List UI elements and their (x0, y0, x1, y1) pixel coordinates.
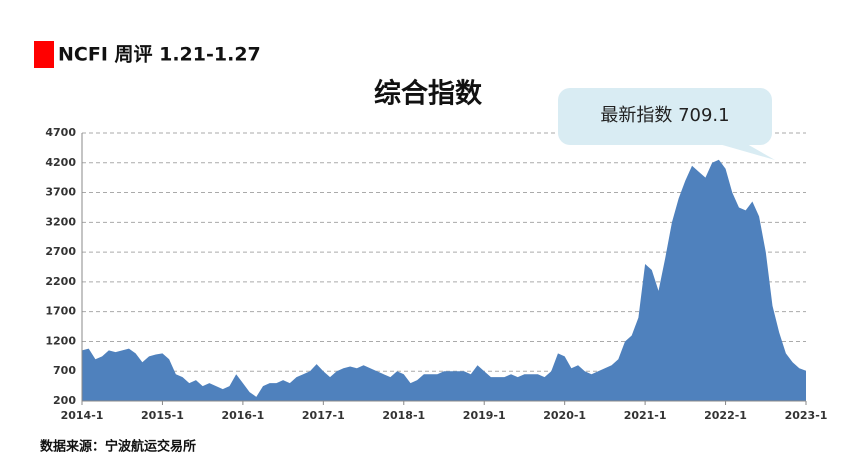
y-tick-label: 2200 (45, 275, 76, 288)
header-title: NCFI 周评 1.21-1.27 (58, 44, 261, 66)
y-tick-label: 3700 (45, 186, 76, 199)
callout-text: 最新指数 709.1 (600, 105, 729, 126)
x-tick-label: 2016-1 (221, 409, 264, 422)
callout-box (558, 88, 772, 145)
y-tick-label: 4700 (45, 126, 76, 139)
chart-title: 综合指数 (374, 78, 483, 110)
y-tick-label: 4200 (45, 156, 76, 169)
x-tick-label: 2022-1 (704, 409, 747, 422)
header-marker (34, 41, 54, 68)
y-tick-label: 1200 (45, 334, 76, 347)
plot: 200 700 1200 1700 2200 2700 3200 3700 4200 4700 20… (45, 126, 827, 422)
x-tick-label: 2023-1 (785, 409, 828, 422)
x-tick-label: 2017-1 (302, 409, 345, 422)
x-tick-label: 2015-1 (141, 409, 184, 422)
y-tick-label: 700 (53, 364, 76, 377)
y-tick-label: 200 (53, 394, 76, 407)
y-tick-label: 1700 (45, 305, 76, 318)
area (82, 159, 806, 401)
x-tick-label: 2020-1 (543, 409, 586, 422)
x-tick-label: 2018-1 (382, 409, 425, 422)
x-tick-label: 2014-1 (61, 409, 104, 422)
y-tick-label: 2700 (45, 245, 76, 258)
source: 数据来源：宁波航运交易所 (40, 439, 196, 455)
x-tick-label: 2019-1 (463, 409, 506, 422)
x-tick-label: 2021-1 (624, 409, 667, 422)
y-tick-label: 3200 (45, 215, 76, 228)
